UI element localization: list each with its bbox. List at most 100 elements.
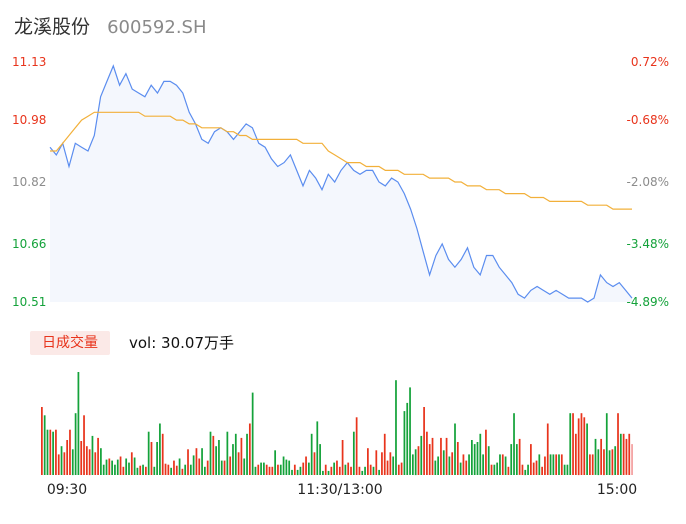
volume-bar	[409, 387, 411, 475]
volume-bar	[111, 460, 113, 475]
volume-bar	[622, 433, 625, 475]
volume-bar	[88, 449, 91, 476]
volume-bar	[496, 462, 499, 475]
volume-bar	[428, 444, 431, 475]
volume-bar	[52, 431, 54, 475]
volume-bar	[206, 460, 209, 475]
volume-bar	[260, 462, 262, 475]
volume-bar	[74, 413, 77, 475]
percent-tick-label: -2.08%	[627, 175, 669, 189]
volume-bar	[392, 456, 395, 475]
volume-bar	[583, 417, 586, 475]
price-tick-label: 10.82	[12, 175, 46, 189]
volume-bar	[167, 464, 170, 475]
volume-bar	[518, 438, 521, 475]
volume-bar	[257, 464, 260, 475]
volume-bar	[361, 470, 364, 475]
volume-bar	[611, 449, 614, 476]
volume-bar	[524, 469, 527, 476]
volume-bar	[414, 449, 417, 476]
volume-bar	[386, 460, 389, 475]
percent-tick-label: -0.68%	[627, 113, 669, 127]
volume-bar	[364, 466, 366, 475]
volume-bar	[91, 435, 94, 475]
volume-bar	[175, 465, 178, 475]
volume-bar	[501, 454, 504, 475]
volume-bar	[347, 462, 350, 475]
volume-bar	[617, 413, 619, 475]
volume-bar	[383, 433, 386, 475]
volume-bar	[209, 431, 212, 475]
volume-bar	[307, 462, 310, 475]
volume-bar	[507, 466, 510, 475]
volume-bar	[487, 446, 490, 475]
volume-bar	[147, 431, 150, 475]
daily-volume-button[interactable]: 日成交量	[30, 331, 110, 355]
volume-bar	[431, 437, 434, 475]
volume-bar	[133, 457, 136, 475]
volume-bar	[541, 466, 543, 475]
volume-bar	[49, 429, 52, 475]
volume-bar	[71, 449, 74, 476]
volume-bar	[178, 458, 181, 475]
volume-bar	[490, 464, 493, 475]
volume-bar	[456, 442, 459, 475]
volume-bar	[313, 452, 316, 475]
volume-bar	[527, 464, 529, 475]
volume-bar	[566, 464, 569, 475]
volume-bar	[580, 413, 583, 475]
volume-bar	[43, 415, 46, 475]
volume-bar	[251, 392, 254, 475]
volume-bar	[560, 454, 563, 475]
volume-bar	[515, 444, 518, 475]
volume-bar	[201, 448, 203, 475]
volume-bar	[411, 454, 414, 475]
volume-bar	[319, 444, 321, 475]
volume-bar	[445, 437, 448, 475]
volume-bar	[229, 456, 232, 475]
volume-bar	[499, 454, 501, 475]
volume-bar	[223, 460, 226, 475]
volume-bar	[156, 442, 158, 475]
price-line	[49, 64, 633, 303]
stock-name: 龙溪股份	[14, 16, 91, 38]
volume-bar	[440, 437, 442, 475]
volume-bar	[170, 467, 173, 475]
volume-bar	[100, 448, 102, 475]
volume-bar	[594, 438, 597, 475]
volume-bar	[389, 452, 392, 475]
volume-bar	[572, 413, 574, 475]
volume-bar	[338, 466, 341, 475]
volume-bar	[83, 415, 85, 475]
volume-bar	[369, 464, 372, 475]
volume-bar	[358, 466, 361, 475]
volume-bar	[605, 413, 608, 475]
volume-bar	[322, 470, 324, 475]
volume-bar	[150, 442, 153, 475]
volume-bar	[434, 460, 437, 475]
volume-bar	[352, 431, 355, 475]
volume-bar	[482, 454, 484, 475]
volume-bar	[513, 413, 515, 475]
volume-bar	[254, 466, 257, 475]
volume-bar	[116, 459, 119, 475]
volume-bar	[473, 444, 476, 475]
volume-bar	[122, 466, 125, 475]
volume-bar	[108, 458, 111, 475]
volume-bar	[375, 450, 378, 475]
volume-bar	[555, 454, 558, 475]
volume-bar	[574, 433, 577, 475]
volume-bar	[600, 438, 603, 475]
volume-bar	[459, 462, 462, 475]
volume-bar	[437, 456, 440, 475]
volume-bar	[403, 411, 406, 475]
volume-bar	[589, 454, 591, 475]
volume-bar	[350, 466, 352, 475]
volume-bar	[288, 460, 291, 475]
volume-bar	[451, 452, 454, 475]
volume-bar	[102, 464, 105, 475]
volume-bar	[400, 462, 403, 475]
volume-bar	[184, 464, 187, 475]
volume-bar	[423, 407, 425, 475]
volume-bar	[94, 452, 97, 475]
